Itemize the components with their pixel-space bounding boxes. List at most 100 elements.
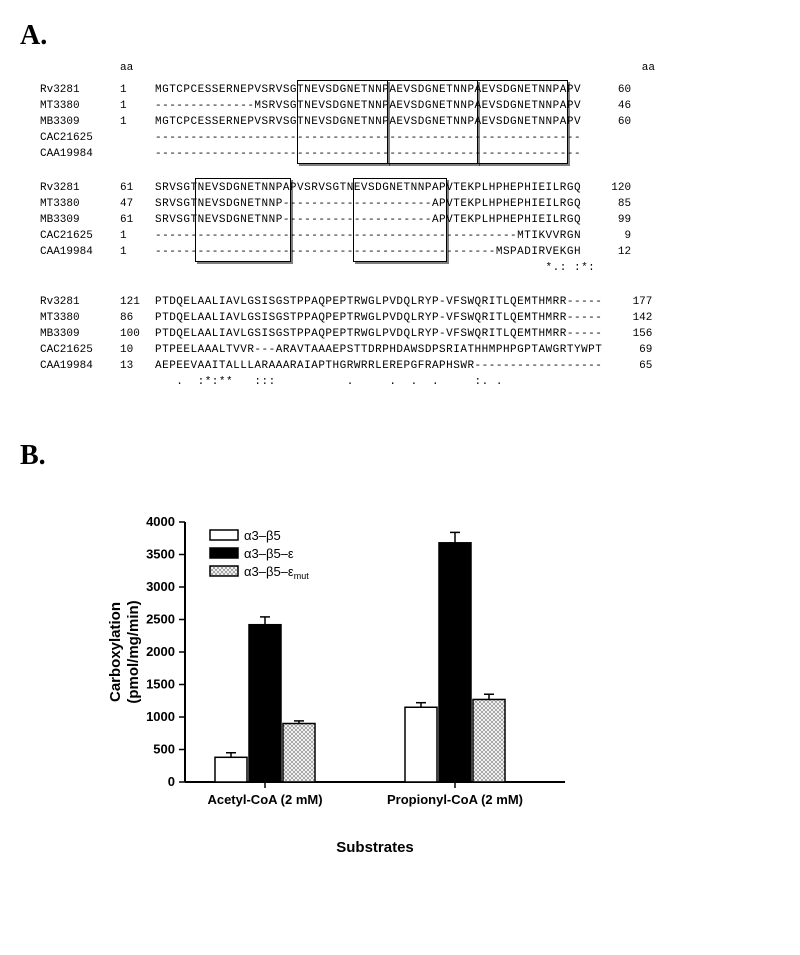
alignment-row: CAA199841-------------------------------… <box>40 244 780 260</box>
sequence: PTDQELAALIAVLGSISGSTPPAQPEPTRWGLPVDQLRYP… <box>155 326 602 342</box>
sequence: ----------------------------------------… <box>155 228 581 244</box>
svg-text:3000: 3000 <box>146 579 175 594</box>
alignment-row: CAC21625 --------------------------------… <box>40 130 780 146</box>
alignment-row: MB33091MGTCPCESSERNEPVSRVSGTNEVSDGNETNNP… <box>40 114 780 130</box>
aa-end: 46 <box>591 98 631 114</box>
aa-end: 9 <box>591 228 631 244</box>
sequence: PTPEELAAALTVVR---ARAVTAAAEPSTTDRPHDAWSDP… <box>155 342 602 358</box>
sequence: ----------------------------------------… <box>155 130 581 146</box>
alignment-block: Rv32811MGTCPCESSERNEPVSRVSGTNEVSDGNETNNP… <box>40 82 780 162</box>
alignment-row: CAC216251-------------------------------… <box>40 228 780 244</box>
sequence: PTDQELAALIAVLGSISGSTPPAQPEPTRWGLPVDQLRYP… <box>155 294 602 310</box>
aa-start: 86 <box>120 310 155 326</box>
panel-b-label: B. <box>20 440 780 472</box>
consensus-row: . :*:** ::: . . . . :. . <box>40 374 780 390</box>
aa-end: 60 <box>591 82 631 98</box>
seq-name: CAA19984 <box>40 244 120 260</box>
svg-text:Substrates: Substrates <box>336 839 414 856</box>
aa-end: 177 <box>612 294 652 310</box>
chart-section: 0 500 1000 1500 2000 2500 3000 3500 4000 Carboxyl… <box>100 502 780 862</box>
alignment-row: MB3309100PTDQELAALIAVLGSISGSTPPAQPEPTRWG… <box>40 326 780 342</box>
aa-end: 65 <box>612 358 652 374</box>
alignment-section: aa aa Rv32811MGTCPCESSERNEPVSRVSGTNEVSDG… <box>40 62 780 390</box>
seq-name: Rv3281 <box>40 294 120 310</box>
aa-start: 100 <box>120 326 155 342</box>
alignment-row: MT338047SRVSGTNEVSDGNETNNP--------------… <box>40 196 780 212</box>
sequence: ----------------------------------------… <box>155 146 581 162</box>
svg-text:500: 500 <box>153 742 175 757</box>
seq-name: CAC21625 <box>40 342 120 358</box>
sequence: MGTCPCESSERNEPVSRVSGTNEVSDGNETNNPAEVSDGN… <box>155 82 581 98</box>
legend-swatch <box>210 566 238 576</box>
aa-start: 10 <box>120 342 155 358</box>
alignment-row: CAC2162510PTPEELAAALTVVR---ARAVTAAAEPSTT… <box>40 342 780 358</box>
bar-chart: 0 500 1000 1500 2000 2500 3000 3500 4000 Carboxyl… <box>100 502 600 862</box>
alignment-block: Rv3281121PTDQELAALIAVLGSISGSTPPAQPEPTRWG… <box>40 294 780 390</box>
aa-header-row: aa aa <box>40 62 780 74</box>
alignment-row: CAA19984 --------------------------------… <box>40 146 780 162</box>
aa-start: 47 <box>120 196 155 212</box>
aa-header-left: aa <box>120 62 155 74</box>
alignment-row: MT33801--------------MSRVSGTNEVSDGNETNNP… <box>40 98 780 114</box>
seq-name: MT3380 <box>40 310 120 326</box>
bar <box>405 707 437 782</box>
svg-text:4000: 4000 <box>146 514 175 529</box>
aa-end: 60 <box>591 114 631 130</box>
seq-name: MB3309 <box>40 326 120 342</box>
seq-name: MB3309 <box>40 114 120 130</box>
seq-name: MT3380 <box>40 196 120 212</box>
seq-name: Rv3281 <box>40 180 120 196</box>
svg-text:1000: 1000 <box>146 709 175 724</box>
seq-name: Rv3281 <box>40 82 120 98</box>
panel-a-label: A. <box>20 20 780 52</box>
svg-text:(pmol/mg/min): (pmol/mg/min) <box>125 600 142 703</box>
bar <box>215 757 247 782</box>
alignment-row: Rv32811MGTCPCESSERNEPVSRVSGTNEVSDGNETNNP… <box>40 82 780 98</box>
alignment-row: Rv3281121PTDQELAALIAVLGSISGSTPPAQPEPTRWG… <box>40 294 780 310</box>
aa-start: 1 <box>120 98 155 114</box>
svg-text:Carboxylation: Carboxylation <box>107 602 124 702</box>
svg-text:Acetyl-CoA (2 mM): Acetyl-CoA (2 mM) <box>207 792 322 807</box>
aa-end: 120 <box>591 180 631 196</box>
svg-text:3500: 3500 <box>146 547 175 562</box>
seq-name: MB3309 <box>40 212 120 228</box>
aa-start: 13 <box>120 358 155 374</box>
aa-end: 12 <box>591 244 631 260</box>
legend-label: α3–β5 <box>244 528 281 543</box>
aa-start: 61 <box>120 212 155 228</box>
bar <box>283 724 315 783</box>
legend-label: α3–β5–εmut <box>244 564 309 581</box>
sequence: SRVSGTNEVSDGNETNNP---------------------A… <box>155 212 581 228</box>
alignment-row: MT338086PTDQELAALIAVLGSISGSTPPAQPEPTRWGL… <box>40 310 780 326</box>
aa-end: 85 <box>591 196 631 212</box>
sequence: --------------MSRVSGTNEVSDGNETNNPAEVSDGN… <box>155 98 581 114</box>
legend-label: α3–β5–ε <box>244 546 294 561</box>
alignment-block: Rv328161SRVSGTNEVSDGNETNNPAPVSRVSGTNEVSD… <box>40 180 780 276</box>
aa-end: 142 <box>612 310 652 326</box>
bar <box>439 543 471 782</box>
svg-text:0: 0 <box>168 774 175 789</box>
sequence: SRVSGTNEVSDGNETNNPAPVSRVSGTNEVSDGNETNNPA… <box>155 180 581 196</box>
seq-name: CAA19984 <box>40 146 120 162</box>
aa-end: 156 <box>612 326 652 342</box>
bar <box>473 699 505 782</box>
alignment-row: MB330961SRVSGTNEVSDGNETNNP--------------… <box>40 212 780 228</box>
aa-end: 69 <box>612 342 652 358</box>
aa-start: 1 <box>120 82 155 98</box>
aa-start: 61 <box>120 180 155 196</box>
sequence: MGTCPCESSERNEPVSRVSGTNEVSDGNETNNPAEVSDGN… <box>155 114 581 130</box>
bar <box>249 625 281 782</box>
sequence: AEPEEVAAITALLLARAAARAIAPTHGRWRRLEREPGFRA… <box>155 358 602 374</box>
svg-text:2000: 2000 <box>146 644 175 659</box>
aa-start: 1 <box>120 244 155 260</box>
aa-start: 121 <box>120 294 155 310</box>
seq-name: CAC21625 <box>40 130 120 146</box>
aa-header-right: aa <box>615 62 655 74</box>
svg-text:2500: 2500 <box>146 612 175 627</box>
sequence: PTDQELAALIAVLGSISGSTPPAQPEPTRWGLPVDQLRYP… <box>155 310 602 326</box>
consensus-row: *.: :*: <box>40 260 780 276</box>
alignment-row: Rv328161SRVSGTNEVSDGNETNNPAPVSRVSGTNEVSD… <box>40 180 780 196</box>
seq-name: CAA19984 <box>40 358 120 374</box>
svg-text:1500: 1500 <box>146 677 175 692</box>
svg-text:Propionyl-CoA (2 mM): Propionyl-CoA (2 mM) <box>387 792 523 807</box>
